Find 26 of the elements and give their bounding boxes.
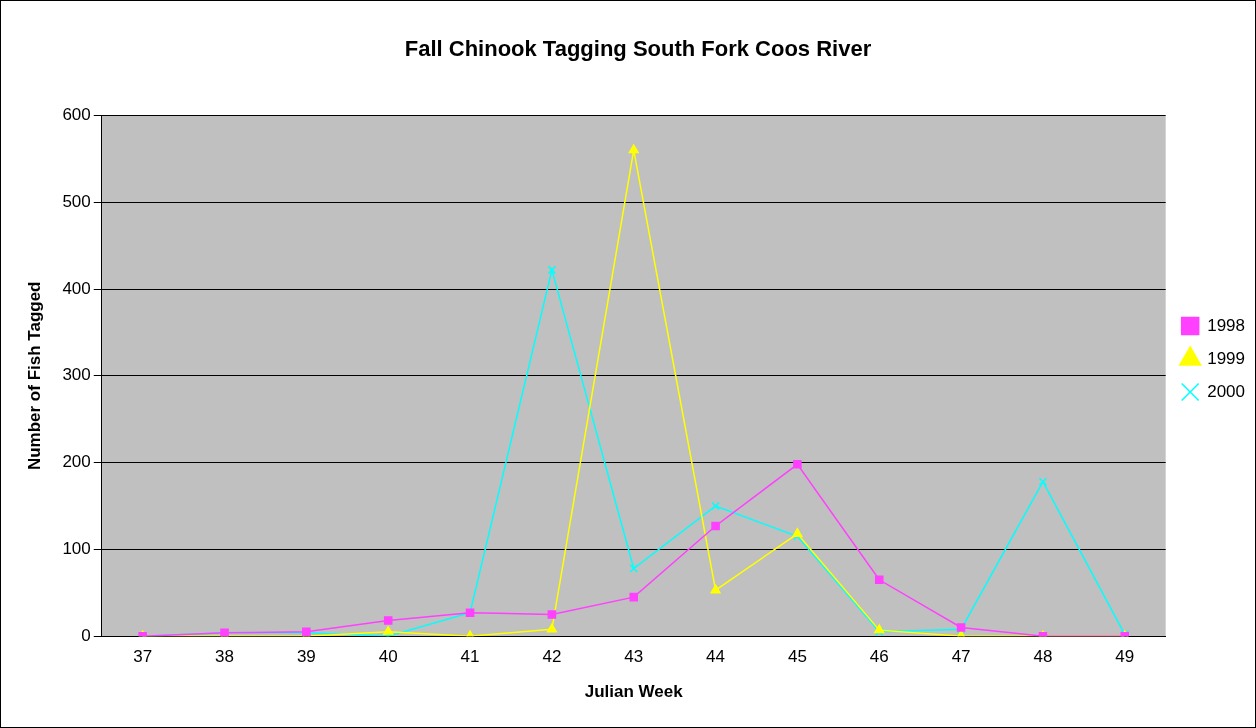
x-tick-label: 41: [460, 647, 480, 667]
y-tick-label: 0: [81, 625, 91, 645]
y-tick-label: 500: [62, 191, 91, 211]
legend-label: 1999: [1207, 348, 1246, 368]
y-tick-label: 600: [62, 105, 91, 125]
x-tick-label: 47: [951, 647, 971, 667]
x-tick-label: 40: [378, 647, 398, 667]
legend-label: 1998: [1207, 315, 1246, 335]
chart-title: Fall Chinook Tagging South Fork Coos River: [404, 36, 872, 62]
legend-label: 2000: [1207, 381, 1246, 401]
x-tick-label: 42: [542, 647, 562, 667]
x-tick-label: 38: [215, 647, 234, 667]
x-tick-label: 43: [624, 647, 644, 667]
y-tick-label: 400: [62, 278, 91, 298]
x-tick-label: 39: [296, 647, 316, 667]
x-tick-label: 37: [133, 647, 153, 667]
x-tick-label: 46: [869, 647, 889, 667]
y-tick-label: 200: [62, 452, 91, 472]
x-tick-label: 48: [1033, 647, 1053, 667]
y-tick-label: 100: [62, 539, 91, 559]
x-axis-title: Julian Week: [584, 682, 684, 702]
y-tick-label: 300: [62, 365, 91, 385]
y-axis-title: Number of Fish Tagged: [24, 281, 44, 471]
x-tick-label: 44: [706, 647, 726, 667]
x-tick-label: 49: [1115, 647, 1135, 667]
x-tick-label: 45: [787, 647, 807, 667]
